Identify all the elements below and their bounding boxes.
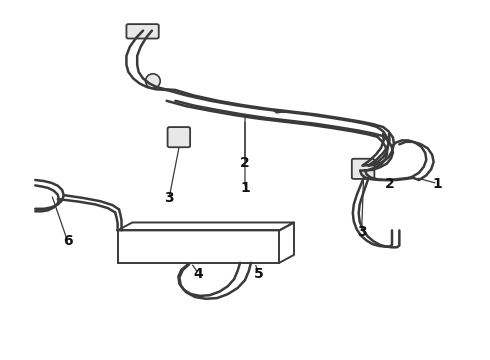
Text: 4: 4 (194, 267, 203, 280)
Text: 1: 1 (240, 181, 250, 195)
Text: 6: 6 (63, 234, 73, 248)
Bar (118, 230, 279, 263)
FancyBboxPatch shape (168, 127, 190, 147)
FancyBboxPatch shape (352, 159, 374, 179)
Text: 3: 3 (357, 225, 367, 239)
Ellipse shape (146, 74, 160, 88)
Text: 1: 1 (433, 177, 442, 190)
Text: 2: 2 (240, 156, 250, 170)
Text: 2: 2 (385, 177, 394, 190)
Text: 5: 5 (254, 267, 264, 280)
FancyBboxPatch shape (126, 24, 159, 39)
Text: 3: 3 (164, 191, 174, 205)
